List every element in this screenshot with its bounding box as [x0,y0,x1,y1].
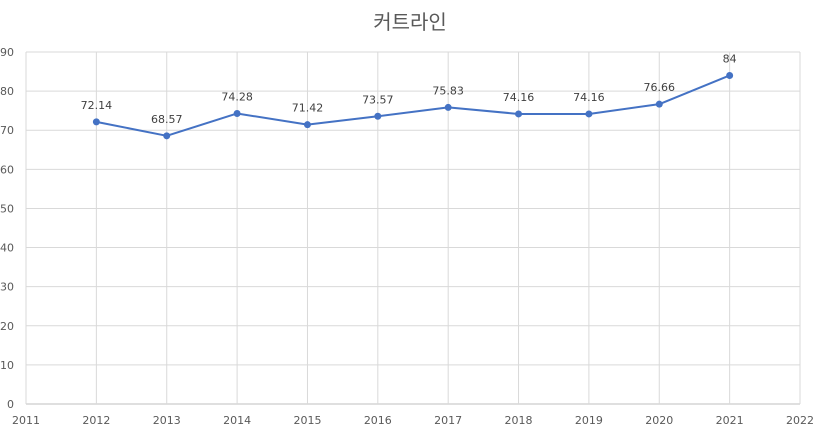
y-tick-label: 90 [0,46,14,59]
x-tick-label: 2020 [645,414,673,427]
chart-title: 커트라인 [373,10,447,34]
data-label: 84 [723,52,737,65]
x-tick-label: 2022 [786,414,814,427]
y-tick-label: 0 [7,398,14,411]
y-tick-label: 20 [0,320,14,333]
x-tick-label: 2013 [153,414,181,427]
y-tick-label: 70 [0,124,14,137]
data-point [585,110,593,118]
data-label: 75.83 [432,84,464,97]
x-tick-label: 2012 [82,414,110,427]
series-line [96,74,731,137]
x-tick-label: 2019 [575,414,603,427]
x-tick-label: 2011 [12,414,40,427]
data-label: 71.42 [292,102,324,115]
data-point [92,118,100,126]
x-tick-label: 2021 [716,414,744,427]
data-point [303,121,311,129]
x-tick-label: 2015 [293,414,321,427]
y-tick-label: 50 [0,202,14,215]
y-tick-label: 30 [0,281,14,294]
x-tick-label: 2017 [434,414,462,427]
y-tick-label: 40 [0,242,14,255]
data-label: 76.66 [644,81,676,94]
data-point [233,109,241,117]
data-point [726,71,734,79]
data-label: 74.16 [573,91,605,104]
x-tick-label: 2014 [223,414,251,427]
y-tick-label: 80 [0,85,14,98]
x-tick-label: 2018 [505,414,533,427]
data-label: 74.16 [503,91,535,104]
y-tick-label: 60 [0,163,14,176]
data-point [444,103,452,111]
data-label: 73.57 [362,93,394,106]
data-label: 68.57 [151,113,183,126]
data-point [374,112,382,120]
y-tick-label: 10 [0,359,14,372]
data-point [163,132,171,140]
data-label: 72.14 [81,99,113,112]
data-label: 74.28 [221,90,253,103]
x-tick-label: 2016 [364,414,392,427]
data-point [655,100,663,108]
data-point [515,110,523,118]
